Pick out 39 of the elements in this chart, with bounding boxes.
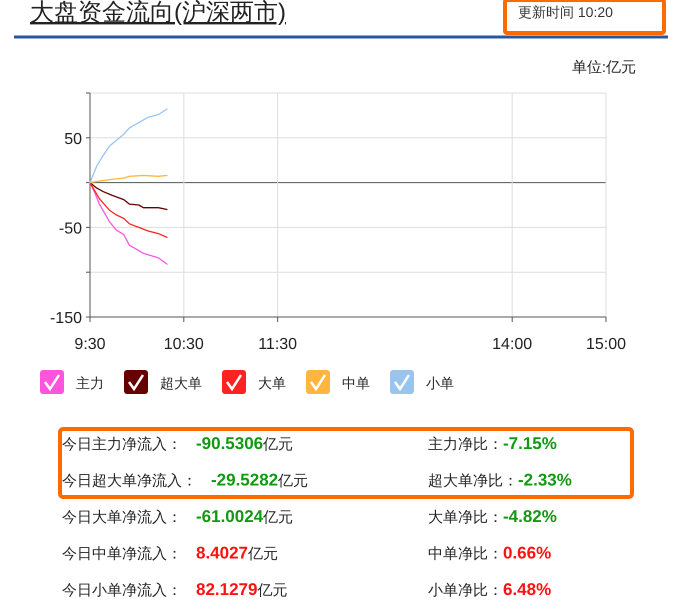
- legend-label: 大单: [258, 375, 286, 391]
- y-tick-label: -50: [58, 220, 82, 238]
- line-series: [89, 108, 168, 184]
- text: 今日大单净流入：: [62, 509, 182, 526]
- x-tick-label: 10:30: [164, 336, 204, 353]
- text: 8.4027亿元: [196, 544, 278, 562]
- text: -4.82%: [503, 507, 557, 526]
- text: -61.0024亿元: [196, 507, 294, 526]
- text: 82.1279亿元: [196, 580, 288, 599]
- legend-label: 主力: [76, 375, 104, 391]
- legend-label: 超大单: [160, 375, 202, 391]
- line-series: [89, 174, 168, 184]
- legend-label: 小单: [426, 375, 454, 391]
- text: 0.66%: [503, 544, 552, 562]
- x-tick-label: 14:00: [492, 336, 532, 353]
- legend-label: 中单: [342, 375, 370, 391]
- text: -7.15%: [503, 434, 557, 453]
- text: 中单净比：: [428, 546, 503, 562]
- text: -2.33%: [518, 470, 572, 490]
- text: -29.5282亿元: [211, 470, 308, 490]
- text: 今日小单净流入：: [62, 582, 182, 599]
- text: 今日主力净流入：: [62, 436, 182, 453]
- y-tick-label: -150: [50, 310, 82, 327]
- line-series: [89, 182, 168, 238]
- text: 今日超大单净流入：: [62, 472, 197, 490]
- y-axis-title: 单位:亿元: [572, 59, 636, 76]
- text: 大单净比：: [428, 509, 503, 526]
- line-series: [89, 182, 168, 210]
- chart-subtitle: 更新时间 10:20: [518, 4, 614, 20]
- x-tick-label: 9:30: [74, 336, 106, 353]
- text: 超大单净比：: [428, 472, 518, 490]
- x-tick-label: 11:30: [258, 336, 298, 353]
- x-tick-label: 15:00: [586, 336, 626, 353]
- text: 今日中单净流入：: [62, 546, 182, 562]
- y-tick-label: 50: [64, 130, 82, 148]
- text: 主力净比：: [428, 436, 503, 453]
- text: -90.5306亿元: [196, 434, 294, 453]
- text: 小单净比：: [428, 582, 503, 599]
- text: 6.48%: [503, 580, 552, 599]
